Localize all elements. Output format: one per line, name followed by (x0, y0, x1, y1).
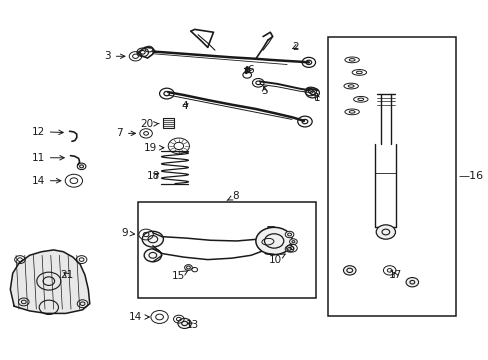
Circle shape (144, 249, 161, 262)
Circle shape (255, 227, 292, 255)
Bar (163, 118, 173, 128)
Text: 21: 21 (61, 270, 74, 280)
Text: 1: 1 (313, 93, 320, 103)
Text: 11: 11 (32, 153, 64, 163)
Polygon shape (10, 250, 90, 314)
Circle shape (289, 239, 297, 244)
Text: 2: 2 (291, 42, 298, 52)
Bar (138, 202, 315, 298)
Text: 3: 3 (104, 51, 124, 61)
Text: —16: —16 (457, 171, 482, 181)
Circle shape (285, 246, 293, 252)
Text: 12: 12 (32, 127, 63, 136)
Circle shape (184, 265, 192, 270)
Circle shape (343, 266, 355, 275)
Text: 15: 15 (172, 270, 188, 281)
Text: 10: 10 (268, 254, 285, 265)
Bar (327, 37, 455, 316)
Text: 17: 17 (388, 270, 401, 280)
Text: 4: 4 (182, 101, 188, 111)
Text: 14: 14 (32, 176, 61, 186)
Circle shape (178, 319, 191, 328)
Text: 14: 14 (129, 312, 149, 322)
Text: 7: 7 (116, 129, 135, 138)
Text: 19: 19 (143, 143, 163, 153)
Text: 5: 5 (261, 86, 267, 96)
Text: 20: 20 (140, 120, 159, 129)
Text: 6: 6 (246, 64, 253, 75)
Text: 9: 9 (122, 228, 134, 238)
Text: 13: 13 (185, 320, 199, 330)
Circle shape (405, 278, 418, 287)
Text: 8: 8 (226, 191, 239, 201)
Text: 18: 18 (147, 171, 160, 181)
Circle shape (285, 231, 293, 238)
Circle shape (375, 225, 395, 239)
Circle shape (142, 231, 163, 247)
